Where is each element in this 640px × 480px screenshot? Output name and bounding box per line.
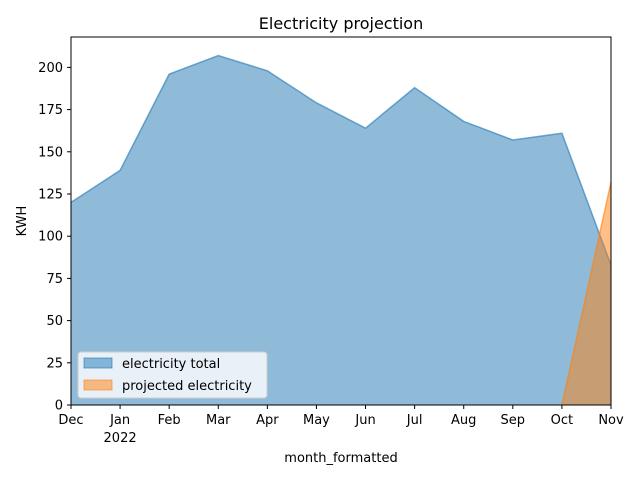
plot-area xyxy=(70,54,612,406)
y-tick-label-25: 25 xyxy=(46,356,63,371)
legend-label-projected-electricity: projected electricity xyxy=(122,379,252,394)
y-axis-title: KWH xyxy=(15,206,30,237)
chart-title: Electricity projection xyxy=(259,14,423,33)
axes: 0 25 50 75 100 125 150 175 200 Dec Jan 2022 Feb Mar Ap… xyxy=(38,36,624,446)
y-tick-label-75: 75 xyxy=(46,272,63,287)
x-tick-label-aug: Aug xyxy=(451,413,476,428)
x-tick-sublabel-2022: 2022 xyxy=(104,431,137,446)
y-tick-label-50: 50 xyxy=(46,314,63,329)
legend-swatch-projected-electricity xyxy=(83,379,113,391)
x-tick-label-may: May xyxy=(303,413,330,428)
x-tick-label-sep: Sep xyxy=(501,413,526,428)
legend-swatch-electricity-total xyxy=(83,357,113,369)
x-axis-title: month_formatted xyxy=(284,451,397,466)
x-tick-label-nov: Nov xyxy=(598,413,624,428)
y-tick-label-125: 125 xyxy=(38,187,63,202)
x-tick-label-feb: Feb xyxy=(158,413,181,428)
x-tick-label-jun: Jun xyxy=(354,413,375,428)
x-tick-label-mar: Mar xyxy=(206,413,231,428)
area-electricity-total xyxy=(71,55,611,405)
y-tick-label-150: 150 xyxy=(38,145,63,160)
legend: electricity total projected electricity xyxy=(77,351,268,399)
x-tick-label-dec: Dec xyxy=(58,413,83,428)
x-tick-label-oct: Oct xyxy=(551,413,573,428)
x-tick-label-jul: Jul xyxy=(406,413,423,428)
x-tick-label-apr: Apr xyxy=(256,413,279,428)
x-tick-label-jan: Jan xyxy=(109,413,130,428)
y-tick-label-200: 200 xyxy=(38,61,63,76)
legend-label-electricity-total: electricity total xyxy=(122,357,220,372)
y-tick-label-100: 100 xyxy=(38,230,63,245)
y-tick-label-175: 175 xyxy=(38,103,63,118)
line-projected-electricity xyxy=(561,182,612,406)
plot-frame xyxy=(70,36,612,406)
y-tick-label-0: 0 xyxy=(55,399,63,414)
legend-frame xyxy=(77,351,268,399)
line-electricity-total xyxy=(70,54,612,266)
